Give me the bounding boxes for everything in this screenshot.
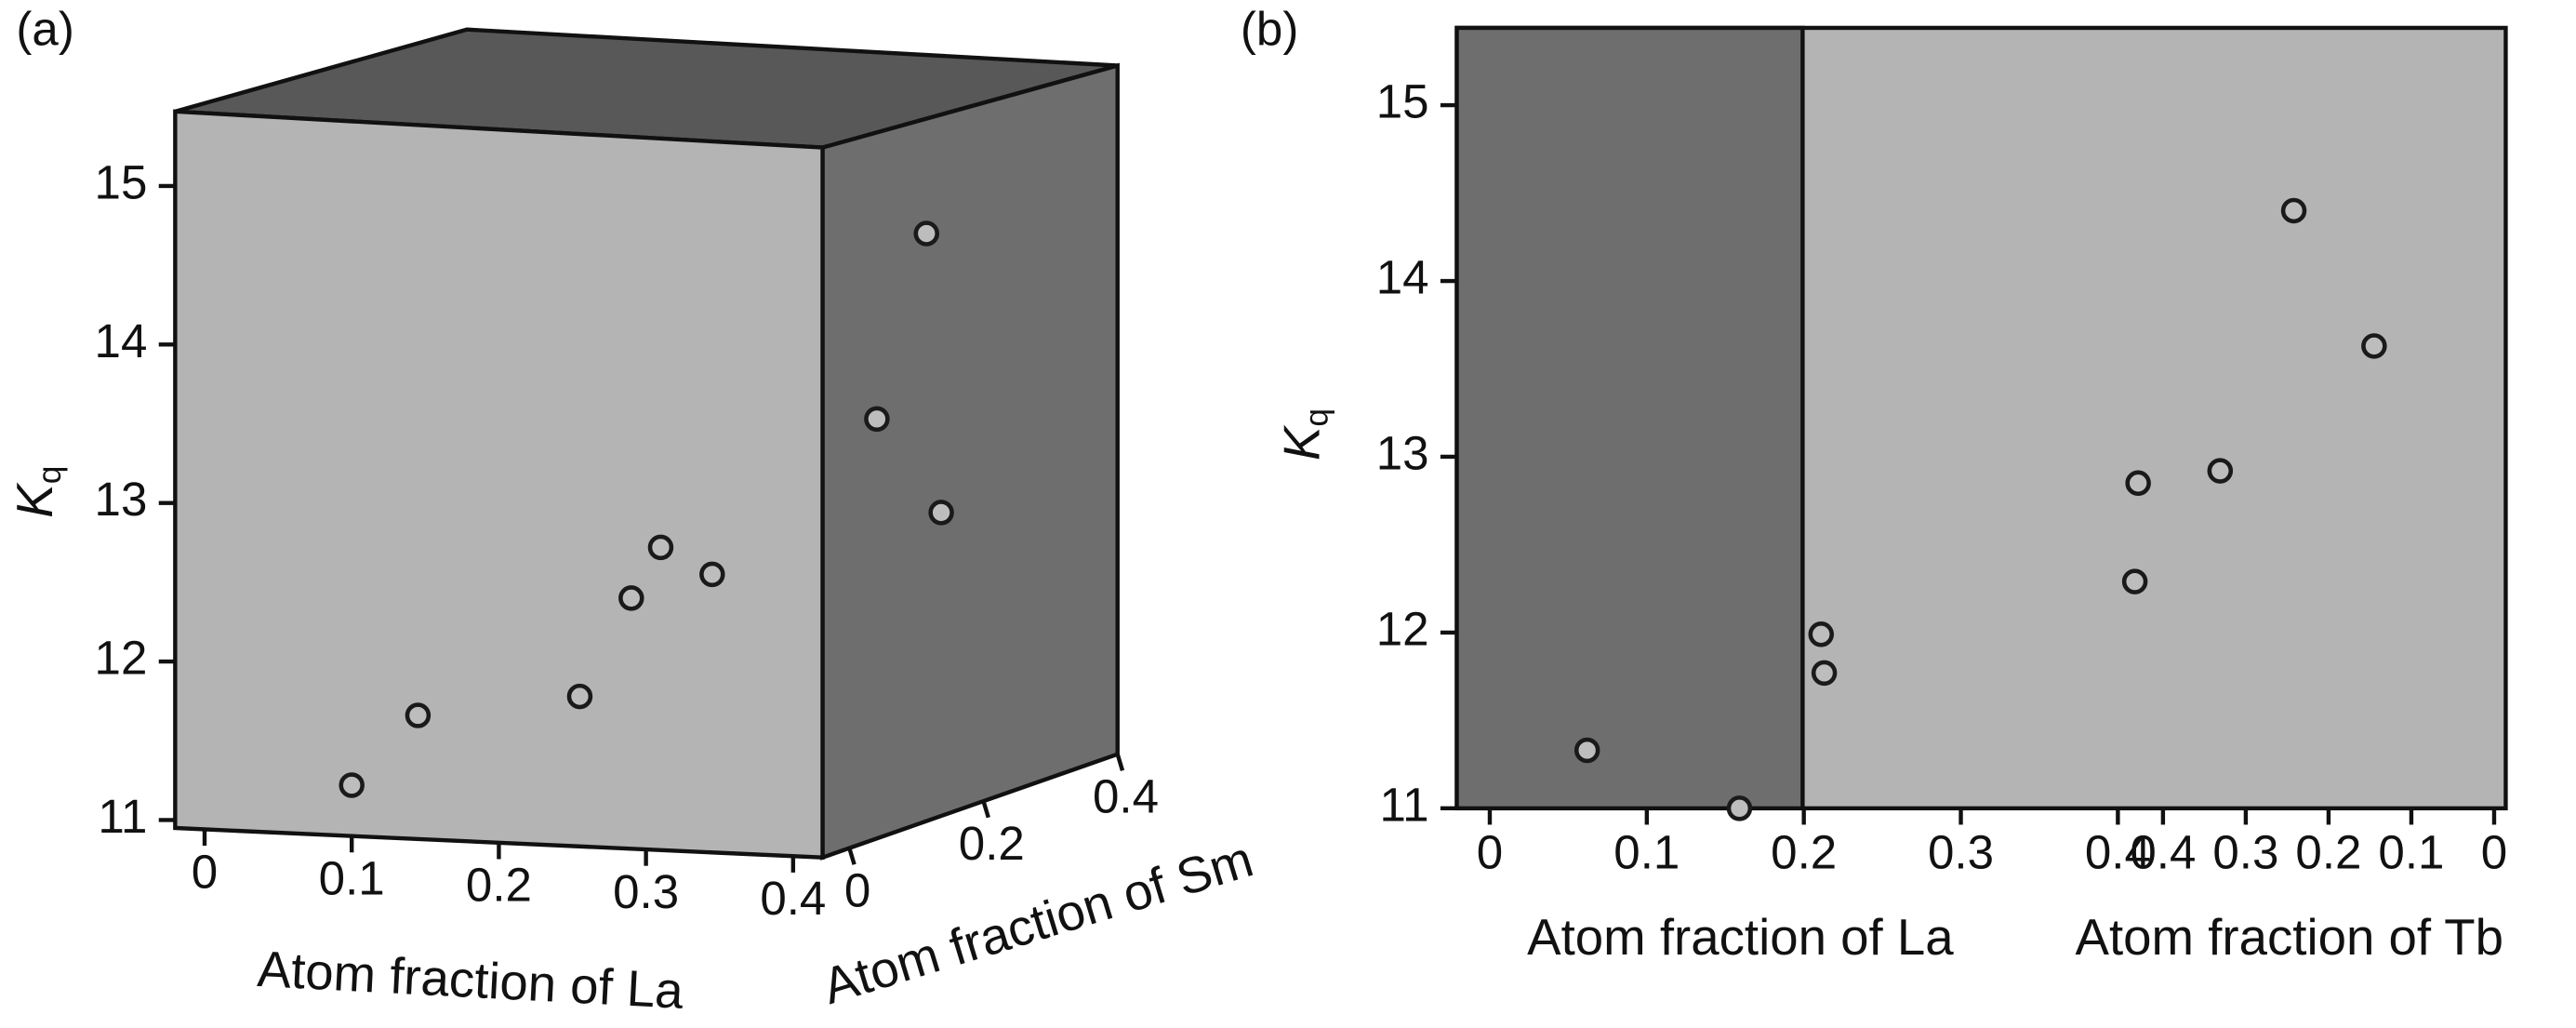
data-point <box>1808 621 1834 648</box>
x-tick-label: 0.2 <box>466 859 532 912</box>
z-tick-label: 0.2 <box>959 817 1025 870</box>
x-tick-label: 0.2 <box>1771 825 1837 878</box>
y-tick-label: 14 <box>95 314 148 367</box>
y-tick-label: 11 <box>1380 778 1429 831</box>
y-axis-title: Kq <box>1274 408 1335 461</box>
panel-label: (b) <box>1241 3 1298 56</box>
panel-label: (a) <box>16 3 73 56</box>
x-tick-label: 0.3 <box>2212 825 2278 878</box>
z-tick-label: 0 <box>844 863 870 916</box>
data-point <box>2361 333 2387 359</box>
data-point <box>647 534 674 561</box>
x-tick-label: 0.3 <box>613 865 679 918</box>
data-point <box>2280 197 2307 224</box>
x-tick-label: 0.1 <box>2378 825 2444 878</box>
x-tick-label: 0.4 <box>760 872 826 925</box>
y-tick-label: 15 <box>95 155 148 208</box>
data-point <box>2121 568 2148 594</box>
left-region <box>1454 25 1805 811</box>
x-tick-label: 0.2 <box>2295 825 2361 878</box>
x-tick-label: 0.3 <box>1928 825 1994 878</box>
x-tick-label: 0.1 <box>1613 825 1680 878</box>
data-point <box>913 220 939 247</box>
z-tick-label: 0.4 <box>1093 770 1159 823</box>
data-point <box>339 772 365 798</box>
x-axis-title: Atom fraction of La <box>256 941 685 1020</box>
z-axis-title: Atom fraction of Sm <box>817 831 1260 1016</box>
y-tick-label: 15 <box>1376 75 1429 128</box>
tick-mark <box>847 847 856 865</box>
y-tick-label: 12 <box>95 632 148 685</box>
data-point <box>1726 795 1753 821</box>
x-tick-label: 0 <box>2481 825 2507 878</box>
front-face <box>173 109 825 861</box>
data-point <box>566 683 593 710</box>
y-tick-label: 14 <box>1376 251 1429 304</box>
y-axis-title-sub: q <box>32 466 68 485</box>
data-point <box>1811 660 1838 687</box>
x-tick-label: 0.4 <box>2130 825 2196 878</box>
y-tick-label: 13 <box>1376 426 1429 479</box>
x-tick-label: 0.4 <box>2085 825 2151 878</box>
data-point <box>2207 458 2234 484</box>
y-tick-label: 13 <box>95 473 148 526</box>
data-point <box>928 500 954 526</box>
y-axis-title-main: K <box>7 482 64 518</box>
y-axis-title-sub: q <box>1299 408 1335 427</box>
x-tick-label: 0 <box>1477 825 1503 878</box>
data-point <box>618 585 644 611</box>
data-point <box>2125 470 2151 497</box>
x-tick-label: 0 <box>192 845 218 898</box>
data-point <box>405 702 432 728</box>
data-point <box>699 561 725 588</box>
y-tick-label: 11 <box>98 790 147 843</box>
x-axis-title: Atom fraction of La <box>1527 909 1954 966</box>
side-face <box>820 62 1120 861</box>
y-axis-title: Kq <box>7 466 69 518</box>
y-tick-label: 12 <box>1376 602 1429 655</box>
data-point <box>1573 737 1600 764</box>
data-point <box>864 406 890 433</box>
tick-mark <box>1115 754 1125 771</box>
y-axis-title-main: K <box>1274 424 1331 461</box>
x-tick-label: 0.1 <box>319 851 385 904</box>
tick-mark <box>981 800 990 819</box>
x2-axis-title: Atom fraction of Tb <box>2076 909 2503 966</box>
